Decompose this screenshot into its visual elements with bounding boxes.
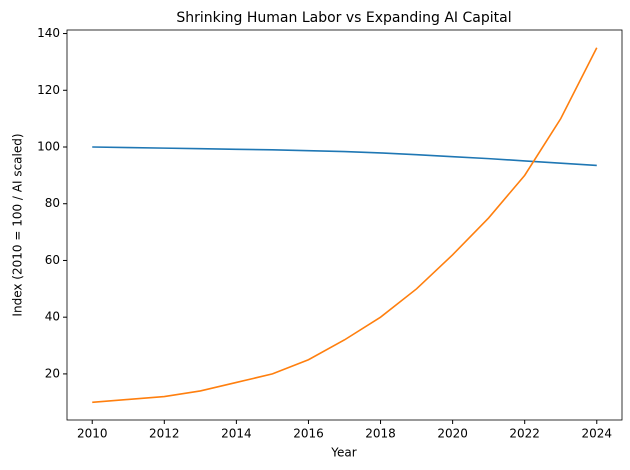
y-tick-label: 80 xyxy=(45,196,60,210)
chart-title: Shrinking Human Labor vs Expanding AI Ca… xyxy=(176,10,511,26)
line-series xyxy=(92,146,597,167)
x-tick-label: 2014 xyxy=(221,427,252,441)
x-tick-label: 2012 xyxy=(149,427,180,441)
x-tick-label: 2018 xyxy=(365,427,396,441)
y-tick-label: 60 xyxy=(45,253,60,267)
y-tick-label: 120 xyxy=(37,83,60,97)
x-tick-label: 2024 xyxy=(581,427,612,441)
x-tick-label: 2020 xyxy=(437,427,468,441)
y-tick-label: 140 xyxy=(37,26,60,40)
y-axis-label: Index (2010 = 100 / AI scaled) xyxy=(11,133,25,316)
plot-frame xyxy=(66,29,623,421)
line-series xyxy=(92,47,598,404)
x-tick-label: 2016 xyxy=(293,427,324,441)
x-tick-label: 2010 xyxy=(77,427,108,441)
x-axis-label: Year xyxy=(330,446,356,460)
y-tick-label: 40 xyxy=(45,310,60,324)
y-tick-label: 100 xyxy=(37,140,60,154)
y-tick-label: 20 xyxy=(45,366,60,380)
x-tick-label: 2022 xyxy=(509,427,540,441)
